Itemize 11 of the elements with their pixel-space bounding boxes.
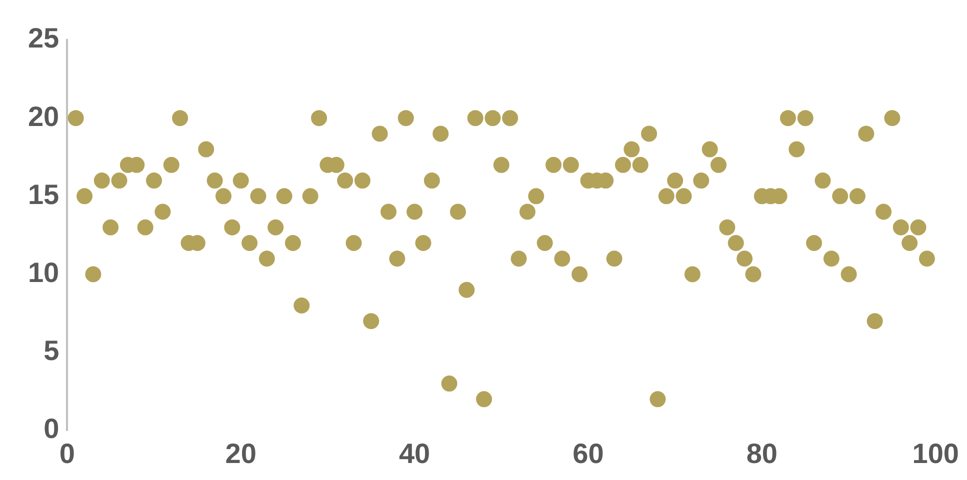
x-tick-label: 80 bbox=[746, 438, 778, 469]
y-tick-label: 15 bbox=[28, 178, 60, 210]
x-tick-label: 20 bbox=[225, 438, 256, 469]
y-tick-label: 0 bbox=[44, 413, 60, 444]
x-tick-label: 40 bbox=[398, 438, 430, 469]
y-tick-label: 5 bbox=[44, 335, 60, 366]
x-tick-label: 60 bbox=[572, 438, 604, 469]
y-tick-label: 25 bbox=[28, 22, 60, 54]
y-tick-label: 10 bbox=[28, 256, 60, 288]
y-tick-label: 20 bbox=[28, 100, 60, 132]
x-tick-label: 100 bbox=[912, 438, 959, 469]
